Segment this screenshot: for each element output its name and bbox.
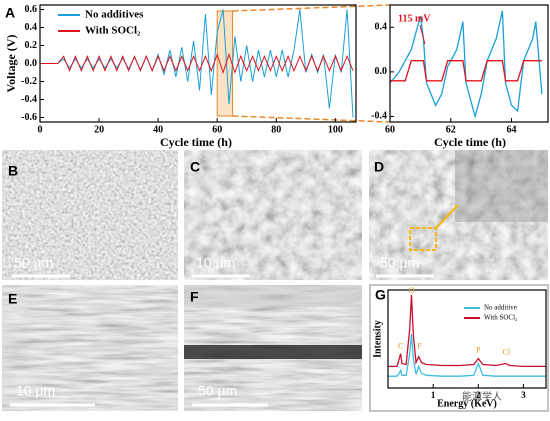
sem-image-e — [2, 285, 178, 411]
x-tick-label: 62 — [446, 124, 456, 135]
data-line — [40, 52, 354, 75]
zoom-guide — [232, 4, 391, 12]
data-line — [388, 334, 546, 377]
y-axis-label: Voltage (V) — [4, 35, 18, 93]
plot-frame — [39, 4, 357, 123]
peak-label: P — [476, 346, 481, 355]
x-tick-label: 1 — [431, 390, 436, 400]
zoom-line — [435, 204, 459, 229]
x-tick-label: 100 — [328, 124, 343, 135]
legend-label: With SOCl₂ — [85, 25, 141, 37]
x-tick-label: 60 — [212, 124, 222, 135]
data-line — [390, 60, 542, 82]
scale-label: 50 µm — [198, 383, 237, 399]
sem-layer — [184, 285, 362, 307]
panel-letter: D — [374, 159, 384, 175]
legend-label: No additives — [85, 9, 144, 21]
y-axis-label: Intensity — [372, 320, 383, 358]
panel-letter: B — [8, 163, 18, 179]
scale-label: 50 µm — [380, 255, 419, 271]
panel-letter: E — [8, 291, 17, 307]
scale-label: 50 µm — [14, 255, 53, 271]
sem-image-d — [369, 150, 548, 280]
y-tick-label: -0.4 — [371, 111, 387, 122]
plot-frame — [389, 4, 549, 123]
x-tick-label: 64 — [507, 124, 517, 135]
chart: -0.6 -0.4 -0.2 0.0 0.2 0.4 0.6 0 20 40 60 80 100 Cycl… — [4, 4, 391, 149]
y-tick-label: 0.4 — [25, 22, 38, 33]
y-tick-label: 0.2 — [25, 40, 38, 51]
sem-zoom — [455, 150, 548, 222]
scale-label: 10 µm — [196, 255, 235, 271]
zoom-box — [409, 227, 437, 251]
x-axis-label: Energy (KeV) — [437, 398, 497, 409]
watermark: 能源学人 — [462, 390, 502, 403]
x-tick-label: 0 — [38, 124, 43, 135]
scale-label: 10 µm — [16, 383, 55, 399]
peak-label: O — [409, 286, 415, 295]
x-tick-label: 2 — [476, 390, 481, 400]
sem-image-c — [184, 150, 362, 280]
annotation-arrow — [419, 24, 426, 45]
x-tick-label: 20 — [94, 124, 104, 135]
y-tick-label: -0.2 — [21, 76, 37, 87]
x-tick-label: 60 — [385, 124, 395, 135]
x-tick-label: 3 — [521, 390, 526, 400]
panel-letter: C — [190, 159, 200, 175]
annotation: 115 mV — [398, 13, 431, 24]
y-tick-label: -0.4 — [21, 94, 37, 105]
sem-image-b — [2, 150, 178, 280]
peak-label: Cl — [502, 348, 510, 357]
zoom-guide — [232, 115, 391, 123]
y-tick-label: 0.0 — [375, 66, 388, 77]
sem-gap — [184, 345, 362, 359]
x-tick-label: 80 — [271, 124, 281, 135]
y-tick-label: 0.4 — [375, 22, 388, 33]
plot-frame — [387, 289, 547, 389]
x-axis-label: Cycle time (h) — [160, 135, 232, 149]
panel-letter: A — [5, 5, 15, 21]
panel-g-bg — [369, 284, 549, 412]
y-tick-label: 0.6 — [25, 4, 38, 15]
sem-images — [2, 150, 549, 412]
zoom-region — [216, 10, 234, 117]
legend-label: No additive — [484, 304, 517, 312]
panel-letter: G — [375, 287, 386, 303]
data-line — [388, 294, 546, 368]
legend-label: With SOCl₂ — [484, 314, 518, 322]
y-tick-label: 0.0 — [25, 58, 38, 69]
peak-label: F — [417, 342, 422, 351]
peak-label: C — [398, 342, 403, 351]
panel-letter: F — [190, 289, 199, 305]
chart: 1 2 3 Energy (KeV) Intensity No additive With … — [372, 286, 547, 409]
data-line — [389, 10, 543, 119]
x-axis-label: Cycle time (h) — [434, 135, 506, 149]
x-tick-label: 40 — [153, 124, 163, 135]
y-tick-label: -0.6 — [21, 112, 37, 123]
